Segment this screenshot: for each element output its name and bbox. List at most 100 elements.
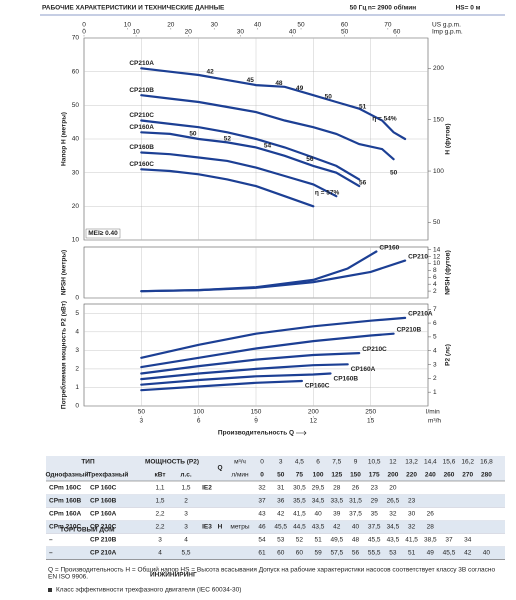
top-tick-label: 10: [133, 29, 141, 36]
table-cell: 2,2: [155, 524, 164, 531]
y-tick-label: 60: [72, 68, 80, 75]
table-cell: 4,5: [295, 459, 304, 466]
table-cell: 37: [258, 498, 266, 505]
top-tick-label: 20: [185, 29, 193, 36]
efficiency-label: 49: [296, 85, 304, 92]
curve-label: CP160A: [129, 124, 154, 131]
table-cell: 0: [260, 472, 264, 479]
table-cell: CPm 210C: [49, 524, 81, 531]
table-cell: 10,5: [368, 459, 381, 466]
top-tick-label: 0: [82, 22, 86, 29]
curve-label: CP210B: [397, 326, 422, 333]
table-cell: 3: [184, 511, 188, 518]
table-cell: 43,5: [387, 537, 400, 544]
curve-label: CP160B: [129, 144, 154, 151]
table-cell: 3: [158, 537, 162, 544]
table-cell: 60: [277, 550, 285, 557]
table-cell: метры: [230, 524, 249, 531]
table-cell: 200: [387, 472, 398, 479]
watermark: ИНЖИНИРИНГ: [150, 572, 197, 579]
table-cell: 38,5: [424, 537, 437, 544]
table-cell: 48: [352, 537, 360, 544]
curve-label: CP160B: [334, 375, 359, 382]
table-row-bg: [46, 546, 505, 560]
curve: [140, 151, 338, 198]
efficiency-label: 56: [359, 179, 367, 186]
table-cell: 40: [483, 550, 491, 557]
table-cell: 26: [352, 485, 360, 492]
footnote: EN ISO 9906.: [48, 574, 88, 581]
y-tick-label: 2: [75, 366, 79, 373]
top-axis-unit: US g.p.m.: [432, 22, 461, 29]
top-tick-label: 30: [237, 29, 245, 36]
table-cell: –: [49, 550, 53, 557]
curve: [140, 332, 395, 369]
table-cell: 125: [331, 472, 342, 479]
table-cell: кВт: [154, 472, 165, 479]
table-cell: 31,5: [349, 498, 362, 505]
curve-label: CP210C: [362, 346, 387, 353]
top-tick-label: 60: [393, 29, 401, 36]
table-cell: 37,5: [349, 511, 362, 518]
efficiency-label: 48: [275, 80, 283, 87]
table-cell: 45,5: [443, 550, 456, 557]
table-cell: H: [218, 524, 223, 531]
y2-tick-label: 6: [433, 274, 437, 281]
table-cell: 42: [277, 511, 285, 518]
table-cell: CP 210C: [90, 524, 117, 531]
table-cell: 32: [408, 524, 416, 531]
y2-tick-label: 3: [433, 361, 437, 368]
table-cell: 9: [354, 459, 358, 466]
curve: [140, 379, 303, 392]
table-cell: 1,5: [155, 498, 164, 505]
table-cell: 13,2: [405, 459, 418, 466]
curve-label: CP160A: [351, 366, 376, 373]
table-cell: 3: [184, 524, 188, 531]
curve-label: CP210A: [408, 311, 433, 318]
y-tick-label: 70: [72, 35, 80, 42]
y2-tick-label: 1: [433, 389, 437, 396]
table-cell: 37: [445, 537, 453, 544]
table-cell: 39: [333, 511, 341, 518]
table-cell: ТИП: [81, 459, 95, 466]
table-cell: 42: [333, 524, 341, 531]
table-cell: 34,5: [387, 524, 400, 531]
table-cell: 7,5: [332, 459, 341, 466]
header-condition: HS= 0 м: [456, 5, 481, 12]
table-cell: CPm 160C: [49, 485, 81, 492]
y2-tick-label: 4: [433, 347, 437, 354]
bottom-tick-label: 9: [254, 418, 258, 425]
table-cell: 35,5: [293, 498, 306, 505]
table-cell: 45,5: [368, 537, 381, 544]
top-tick-label: 50: [297, 22, 305, 29]
bottom-axis-unit: m³/h: [428, 418, 441, 425]
table-cell: 75: [296, 472, 304, 479]
top-axis-unit: Imp g.p.m.: [432, 29, 463, 36]
table-cell: 45,5: [274, 524, 287, 531]
table-cell: 2,2: [155, 511, 164, 518]
top-tick-label: 60: [341, 22, 349, 29]
table-cell: 53: [389, 550, 397, 557]
table-cell: 280: [481, 472, 492, 479]
table-cell: 56: [352, 550, 360, 557]
table-cell: 37,5: [368, 524, 381, 531]
y2-tick-label: 8: [433, 267, 437, 274]
top-tick-label: 0: [82, 29, 86, 36]
table-cell: 40: [352, 524, 360, 531]
x-axis-unit: l/min: [426, 409, 440, 416]
y2-axis-label: NPSH (футов): [445, 250, 452, 295]
table-cell: IE2: [202, 485, 212, 492]
table-cell: 36: [277, 498, 285, 505]
table-cell: –: [49, 537, 53, 544]
footnote: Q = Производительность H = Общий напор H…: [48, 566, 495, 574]
curve-label: CP210: [408, 253, 428, 260]
table-cell: CP 210B: [90, 537, 117, 544]
bottom-tick-label: 3: [140, 418, 144, 425]
y2-axis-label: H (футов): [445, 123, 452, 154]
curve-label: CP160C: [129, 161, 154, 168]
y2-tick-label: 7: [433, 306, 437, 313]
table-cell: 30,5: [293, 485, 306, 492]
y2-tick-label: 14: [433, 246, 441, 253]
footnote-marker: [48, 588, 52, 592]
y2-tick-label: 10: [433, 260, 441, 267]
